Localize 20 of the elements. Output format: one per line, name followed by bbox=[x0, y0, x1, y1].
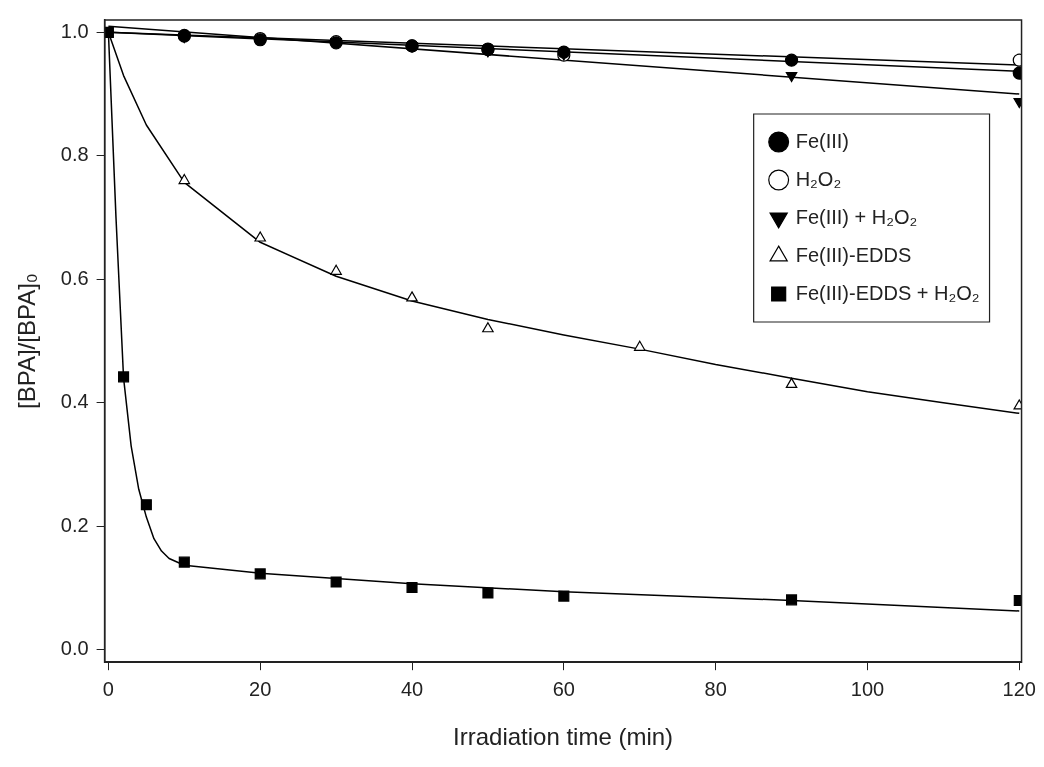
y-axis-title: [BPA]/[BPA]₀ bbox=[13, 273, 41, 409]
y-tick-label: 0.4 bbox=[60, 390, 89, 413]
x-tick-label: 60 bbox=[552, 677, 575, 700]
y-tick-label: 0.2 bbox=[60, 513, 89, 536]
legend-label: Fe(III) + H₂O₂ bbox=[795, 205, 918, 228]
x-tick-label: 40 bbox=[400, 677, 424, 700]
x-tick-label: 100 bbox=[850, 677, 885, 700]
y-tick-label: 1.0 bbox=[60, 19, 89, 42]
x-tick-label: 80 bbox=[704, 677, 727, 700]
y-tick-label: 0.8 bbox=[60, 143, 89, 166]
x-tick-label: 20 bbox=[249, 677, 272, 700]
legend-label: Fe(III)-EDDS bbox=[795, 243, 912, 266]
y-tick-label: 0.0 bbox=[60, 637, 89, 660]
x-axis-title: Irradiation time (min) bbox=[453, 723, 674, 751]
y-tick-label: 0.6 bbox=[60, 266, 89, 289]
x-tick-label: 120 bbox=[1002, 677, 1036, 700]
legend-label: H₂O₂ bbox=[795, 167, 842, 190]
x-tick-label: 0 bbox=[102, 677, 114, 700]
legend-label: Fe(III) bbox=[795, 129, 850, 152]
legend-label: Fe(III)-EDDS + H₂O₂ bbox=[795, 281, 980, 304]
